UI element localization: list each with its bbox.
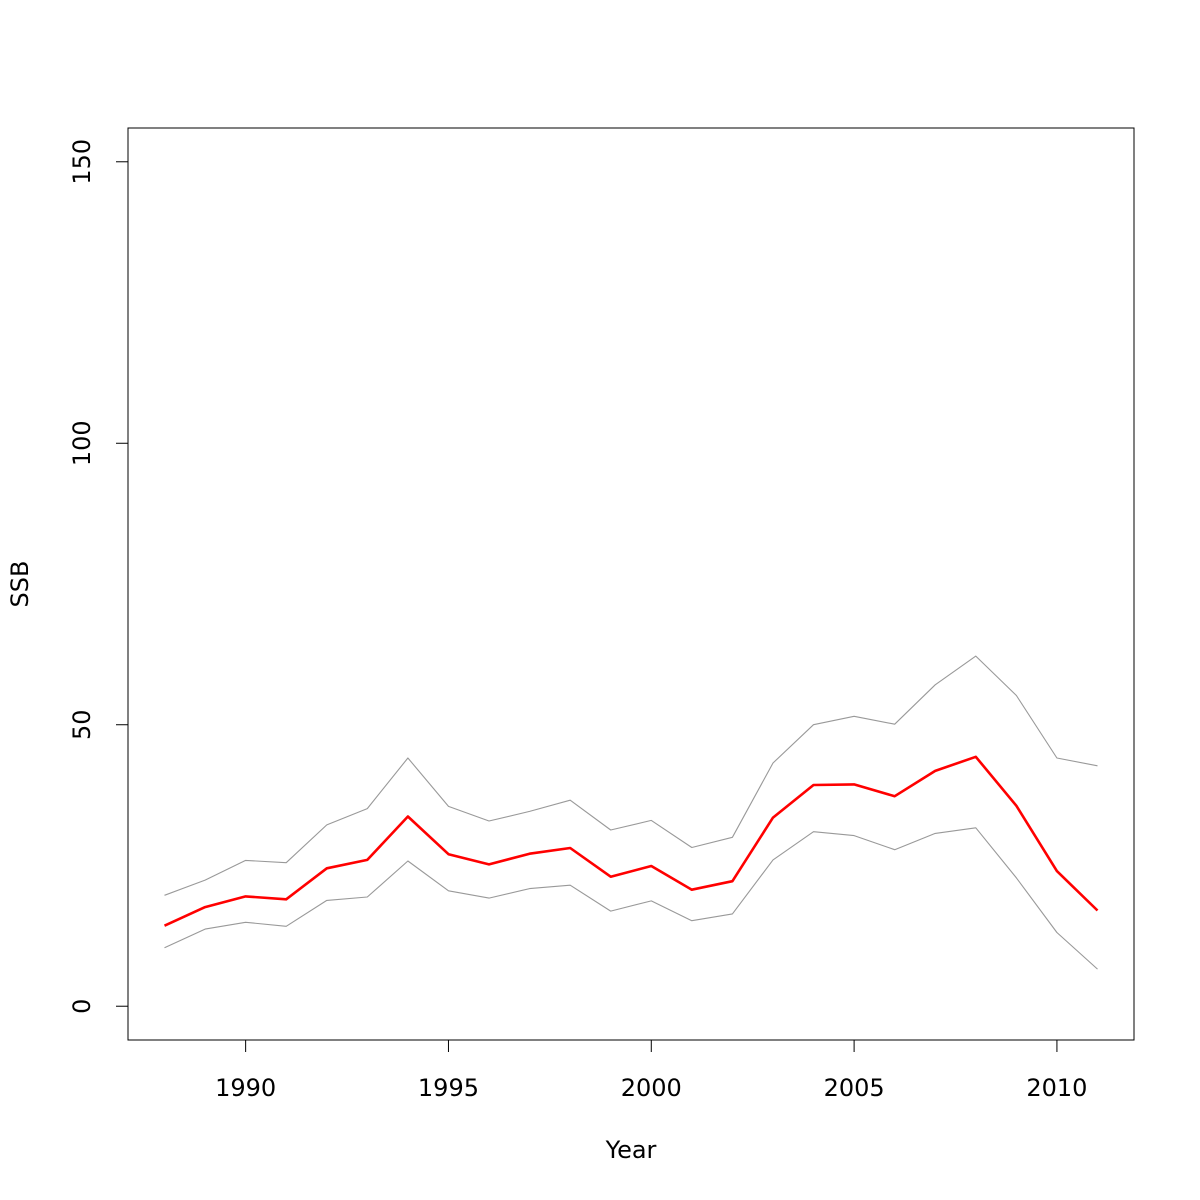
y-tick-label: 0 [68, 999, 96, 1014]
series-line-bound-2 [164, 827, 1098, 970]
y-tick-label: 150 [68, 139, 96, 185]
x-tick-label: 1990 [215, 1074, 276, 1102]
x-tick-label: 2010 [1026, 1074, 1087, 1102]
series-layer [163, 655, 1099, 970]
x-tick-label: 2000 [621, 1074, 682, 1102]
x-tick-label: 2005 [824, 1074, 885, 1102]
series-line-main [163, 755, 1099, 927]
series-line-bound-1 [164, 655, 1098, 896]
x-axis: 1990 1995 2000 2005 2010 [215, 1039, 1087, 1102]
x-tick-label: 1995 [418, 1074, 479, 1102]
plot-box [127, 127, 1135, 1041]
y-tick-label: 50 [68, 709, 96, 740]
y-tick-label: 100 [68, 420, 96, 466]
y-axis-label: SSB [6, 561, 34, 608]
y-axis: 0 50 100 150 [68, 139, 129, 1014]
x-axis-label: Year [605, 1136, 657, 1164]
